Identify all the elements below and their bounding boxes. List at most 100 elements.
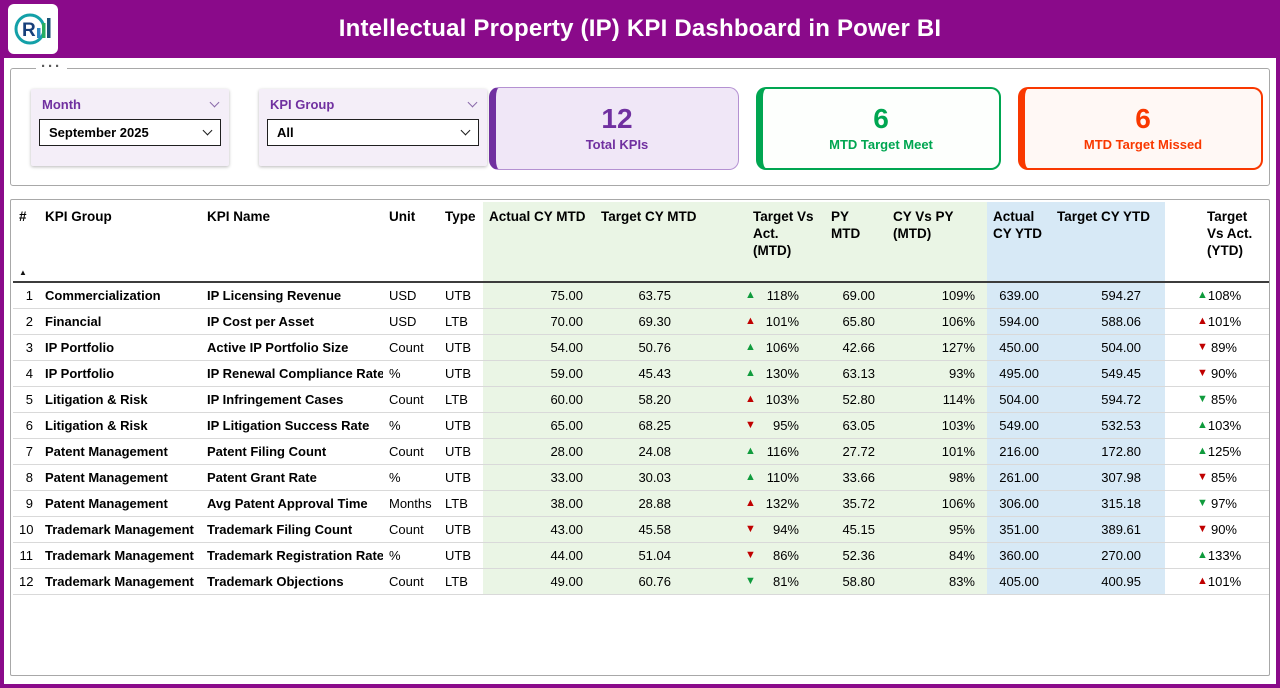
table-row[interactable]: 1 Commercialization IP Licensing Revenue US… <box>13 282 1269 309</box>
month-dropdown[interactable]: September 2025 <box>39 119 221 146</box>
table-row[interactable]: 5 Litigation & Risk IP Infringement Cases C… <box>13 386 1269 413</box>
table-row[interactable]: 2 Financial IP Cost per Asset USD LTB 70.00 69… <box>13 308 1269 335</box>
more-options-icon[interactable]: ··· <box>36 59 67 74</box>
cell-target-cy-mtd: 69.30 <box>595 308 705 335</box>
company-logo-icon: R <box>14 13 51 45</box>
cell-py-mtd: 45.15 <box>825 516 887 543</box>
up-triangle-icon: ▲ <box>745 366 756 379</box>
table-row[interactable]: 8 Patent Management Patent Grant Rate% UTB 3… <box>13 464 1269 491</box>
cell-target-cy-ytd: 315.18 <box>1051 490 1165 517</box>
column-header-cy-vs-py-mtd[interactable]: CY Vs PY (MTD) <box>887 202 987 283</box>
down-triangle-icon: ▼ <box>1197 522 1208 535</box>
table-row[interactable]: 3 IP Portfolio Active IP Portfolio Size Cou… <box>13 334 1269 361</box>
cell-cy-vs-py-mtd: 106% <box>887 308 987 335</box>
delta-indicator: ▲ 101% <box>711 314 819 329</box>
chevron-down-icon[interactable] <box>209 97 220 108</box>
cell-actual-cy-mtd: 44.00 <box>483 542 595 569</box>
cell-target-cy-ytd: 504.00 <box>1051 334 1165 361</box>
column-header-kpi-group[interactable]: KPI Group <box>39 202 201 283</box>
cell-target-cy-ytd: 270.00 <box>1051 542 1165 569</box>
cell-target-vs-actual-ytd: ▲ 101% <box>1165 308 1269 335</box>
cell-target-vs-actual-mtd: ▼ 94% <box>705 516 825 543</box>
cell-actual-cy-ytd: 306.00 <box>987 490 1051 517</box>
cell-unit: USD <box>383 308 439 335</box>
column-header-index[interactable]: # ▲ <box>13 202 39 283</box>
column-header-py-mtd[interactable]: PY MTD <box>825 202 887 283</box>
cell-row-number: 5 <box>13 386 39 413</box>
table-row[interactable]: 12 Trademark Management Trademark Objectio… <box>13 568 1269 595</box>
cell-cy-vs-py-mtd: 103% <box>887 412 987 439</box>
cell-target-cy-ytd: 594.72 <box>1051 386 1165 413</box>
chevron-down-icon[interactable] <box>467 97 478 108</box>
column-header-actual-cy-ytd[interactable]: Actual CY YTD <box>987 202 1051 283</box>
cell-kpi-group: Litigation & Risk <box>39 386 201 413</box>
cell-actual-cy-ytd: 639.00 <box>987 282 1051 309</box>
cell-type: LTB <box>439 568 483 595</box>
cell-actual-cy-mtd: 59.00 <box>483 360 595 387</box>
delta-indicator: ▼ 90% <box>1171 522 1263 537</box>
down-triangle-icon: ▼ <box>1197 496 1208 509</box>
cell-cy-vs-py-mtd: 106% <box>887 490 987 517</box>
column-header-target-cy-mtd[interactable]: Target CY MTD <box>595 202 705 283</box>
delta-percent: 97% <box>1210 495 1237 511</box>
cell-py-mtd: 52.80 <box>825 386 887 413</box>
table-row[interactable]: 4 IP Portfolio IP Renewal Compliance Rate%… <box>13 360 1269 387</box>
cell-actual-cy-mtd: 60.00 <box>483 386 595 413</box>
cell-target-vs-actual-ytd: ▼ 90% <box>1165 360 1269 387</box>
down-triangle-icon: ▼ <box>1197 340 1208 353</box>
cell-actual-cy-ytd: 216.00 <box>987 438 1051 465</box>
mtd-target-meet-label: MTD Target Meet <box>829 137 933 152</box>
up-triangle-icon: ▲ <box>745 444 756 457</box>
cell-target-vs-actual-ytd: ▼ 89% <box>1165 334 1269 361</box>
delta-percent: 125% <box>1207 443 1242 459</box>
cell-target-cy-ytd: 389.61 <box>1051 516 1165 543</box>
cell-type: UTB <box>439 282 483 309</box>
cell-type: UTB <box>439 542 483 569</box>
cell-target-vs-actual-ytd: ▲ 125% <box>1165 438 1269 465</box>
table-row[interactable]: 9 Patent Management Avg Patent Approval Ti… <box>13 490 1269 517</box>
delta-percent: 90% <box>1210 365 1237 381</box>
cell-unit: Count <box>383 568 439 595</box>
cell-actual-cy-ytd: 351.00 <box>987 516 1051 543</box>
column-header-kpi-name[interactable]: KPI Name <box>201 202 383 283</box>
table-row[interactable]: 10 Trademark Management Trademark Filing C… <box>13 516 1269 543</box>
cell-actual-cy-mtd: 65.00 <box>483 412 595 439</box>
mtd-target-meet-value: 6 <box>873 103 889 134</box>
cell-actual-cy-mtd: 28.00 <box>483 438 595 465</box>
cell-row-number: 11 <box>13 542 39 569</box>
kpi-group-dropdown[interactable]: All <box>267 119 479 146</box>
down-triangle-icon: ▼ <box>745 574 756 587</box>
cell-target-cy-mtd: 50.76 <box>595 334 705 361</box>
column-header-actual-cy-mtd[interactable]: Actual CY MTD <box>483 202 595 283</box>
table-row[interactable]: 7 Patent Management Patent Filing Count Cou… <box>13 438 1269 465</box>
up-triangle-icon: ▲ <box>1197 444 1208 457</box>
column-header-unit[interactable]: Unit <box>383 202 439 283</box>
delta-indicator: ▼ 94% <box>711 522 819 537</box>
delta-indicator: ▲ 116% <box>711 444 819 459</box>
column-header-target-vs-act-mtd[interactable]: Target Vs Act. (MTD) <box>705 202 825 283</box>
delta-indicator: ▲ 118% <box>711 288 819 303</box>
cell-target-cy-mtd: 28.88 <box>595 490 705 517</box>
total-kpis-label: Total KPIs <box>585 137 649 152</box>
delta-percent: 132% <box>765 495 799 511</box>
column-header-target-vs-act-ytd[interactable]: Target Vs Act. (YTD) <box>1165 202 1269 283</box>
kpi-table-rows: 1 Commercialization IP Licensing Revenue US… <box>13 282 1269 595</box>
cell-kpi-group: Trademark Management <box>39 542 201 569</box>
cell-kpi-name: Trademark Filing Count <box>201 516 383 543</box>
table-row[interactable]: 6 Litigation & Risk IP Litigation Success … <box>13 412 1269 439</box>
cell-py-mtd: 58.80 <box>825 568 887 595</box>
table-row[interactable]: 11 Trademark Management Trademark Registra… <box>13 542 1269 569</box>
delta-percent: 101% <box>1207 573 1242 589</box>
index-header-label: # <box>19 209 27 224</box>
cell-kpi-name: Patent Filing Count <box>201 438 383 465</box>
column-header-type[interactable]: Type <box>439 202 483 283</box>
page-title: Intellectual Property (IP) KPI Dashboard… <box>338 15 942 42</box>
cell-target-cy-mtd: 60.76 <box>595 568 705 595</box>
cell-type: LTB <box>439 308 483 335</box>
mtd-target-missed-card: 6 MTD Target Missed <box>1018 87 1263 170</box>
cell-target-vs-actual-mtd: ▼ 95% <box>705 412 825 439</box>
sort-ascending-icon[interactable]: ▲ <box>19 268 27 277</box>
cell-unit: % <box>383 464 439 491</box>
month-slicer-header: Month <box>31 89 229 117</box>
column-header-target-cy-ytd[interactable]: Target CY YTD <box>1051 202 1165 283</box>
